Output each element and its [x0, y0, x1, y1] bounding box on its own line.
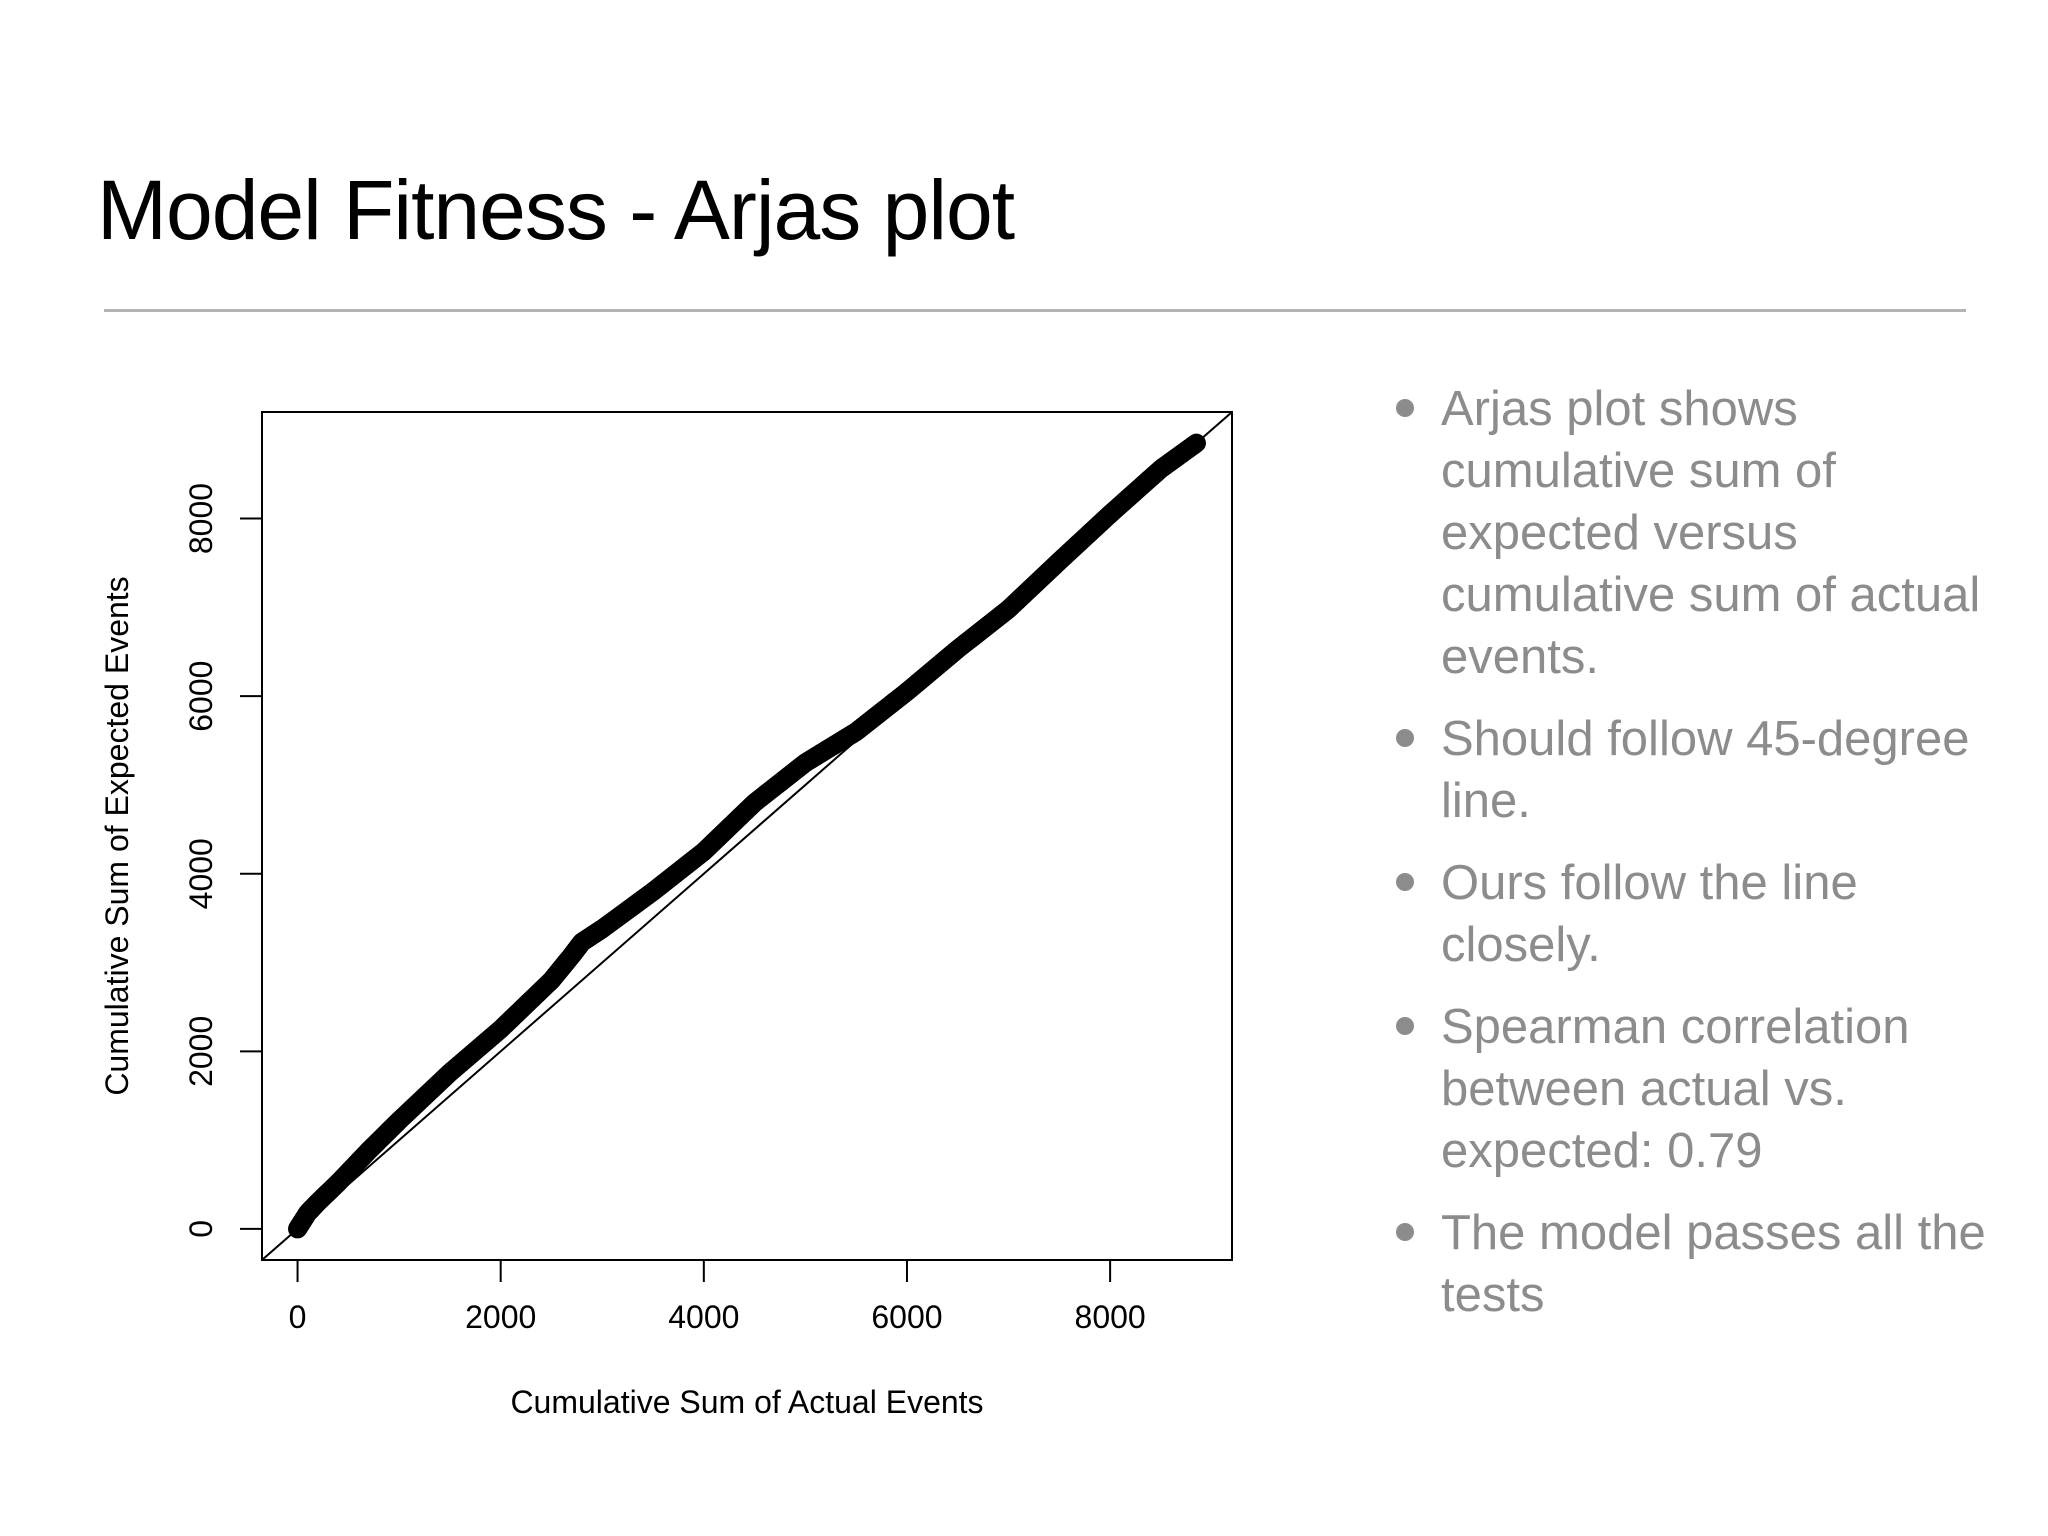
x-tick-label: 0	[289, 1299, 307, 1335]
bullet-item: Spearman correlation between actual vs. …	[1396, 996, 1996, 1182]
bullet-icon	[1396, 873, 1414, 891]
y-tick-label: 8000	[183, 483, 219, 554]
y-tick-label: 0	[183, 1220, 219, 1238]
y-tick-label: 2000	[183, 1016, 219, 1087]
bullet-icon	[1396, 729, 1414, 747]
plot-frame	[261, 411, 1233, 1261]
x-tick-label: 2000	[465, 1299, 536, 1335]
bullet-item: Should follow 45-degree line.	[1396, 708, 1996, 832]
y-tick-label: 6000	[183, 661, 219, 732]
bullet-list: Arjas plot shows cumulative sum of expec…	[1396, 378, 1996, 1346]
data-point	[1186, 433, 1206, 453]
y-axis-label: Cumulative Sum of Expected Events	[99, 576, 135, 1095]
x-tick-label: 8000	[1075, 1299, 1146, 1335]
bullet-icon	[1396, 1223, 1414, 1241]
bullet-text: Arjas plot shows cumulative sum of expec…	[1441, 382, 1981, 684]
bullet-icon	[1396, 399, 1414, 417]
bullet-item: Arjas plot shows cumulative sum of expec…	[1396, 378, 1996, 688]
x-axis-label: Cumulative Sum of Actual Events	[510, 1384, 983, 1420]
bullet-icon	[1396, 1017, 1414, 1035]
y-tick-label: 4000	[183, 838, 219, 909]
bullet-item: Ours follow the line closely.	[1396, 852, 1996, 976]
bullet-text: Should follow 45-degree line.	[1441, 712, 1970, 828]
bullet-text: Ours follow the line closely.	[1441, 856, 1858, 972]
x-tick-label: 6000	[871, 1299, 942, 1335]
bullet-text: Spearman correlation between actual vs. …	[1441, 1000, 1910, 1178]
bullet-item: The model passes all the tests	[1396, 1202, 1996, 1326]
arjas-scatter-chart: 0 2000 4000 6000 8000 0 2000 4000 6000 8000 Cumu…	[99, 411, 1233, 1420]
title-divider	[104, 309, 1966, 312]
slide-title: Model Fitness - Arjas plot	[97, 163, 1015, 257]
x-tick-label: 4000	[668, 1299, 739, 1335]
bullet-text: The model passes all the tests	[1441, 1206, 1986, 1322]
